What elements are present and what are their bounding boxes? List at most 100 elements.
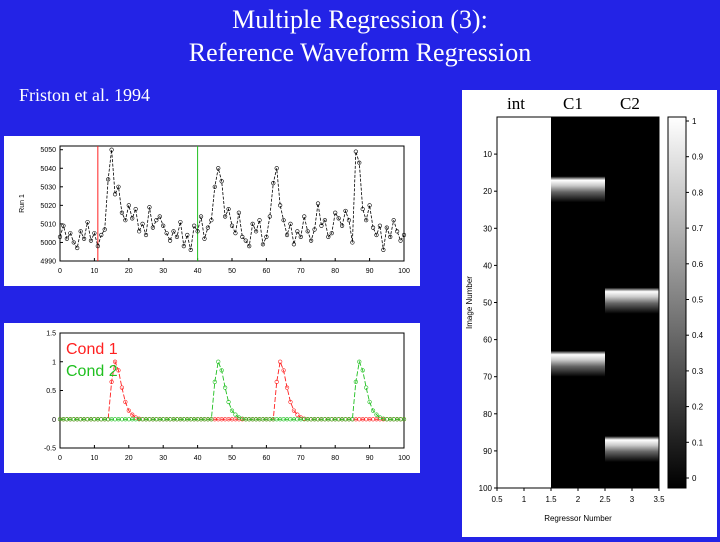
y-tick-label: -0.5	[44, 446, 56, 453]
run1-point	[377, 223, 383, 228]
regressor-point-2	[350, 417, 355, 422]
run1-point	[370, 225, 376, 230]
x-tick-label: 1.5	[545, 495, 557, 504]
run1-point	[116, 184, 121, 189]
y-tick-label: 50	[483, 299, 492, 308]
regressor-point-2	[401, 417, 407, 422]
run1-point	[161, 223, 166, 228]
run1-point	[357, 160, 362, 165]
run1-point	[154, 218, 159, 223]
run1-point	[216, 166, 221, 171]
column-int	[497, 117, 551, 488]
x-tick-label: 2	[576, 495, 581, 504]
colorbar-tick-label: 1	[692, 117, 697, 126]
regressor-point-2	[357, 359, 362, 364]
column-C2-peak	[605, 436, 659, 463]
regressor-point-2	[212, 379, 217, 384]
column-header-int: int	[507, 94, 525, 113]
run1-point	[236, 210, 241, 215]
run1-point	[174, 234, 180, 239]
run1-point	[126, 203, 131, 208]
plot-frame	[59, 145, 405, 262]
regressor-point-1	[130, 412, 135, 417]
run1-point	[401, 232, 407, 238]
run1-point	[112, 192, 118, 197]
regressor-point-2	[219, 368, 224, 373]
run1-point	[226, 206, 231, 212]
run1-point	[346, 218, 352, 223]
legend-entry-1: Cond 1	[66, 341, 118, 358]
run1-point	[202, 236, 207, 241]
run1-point	[250, 221, 255, 227]
run1-point	[109, 147, 114, 152]
run1-point	[343, 208, 348, 214]
x-tick-label: 30	[159, 268, 167, 275]
regressor-point-1	[123, 399, 128, 405]
y-tick-label: 5020	[40, 203, 56, 210]
run1-point	[57, 234, 63, 239]
x-tick-label: 50	[228, 455, 236, 462]
run1-point	[150, 225, 155, 230]
run1-point	[167, 238, 173, 243]
regressor-point-1	[291, 408, 297, 413]
run1-point	[312, 227, 317, 232]
run1-plot-panel: 0 10 20 30 40 50 60 70 80 90 100 4990 5000 5010 5020 50…	[4, 136, 420, 286]
column-C1-peak	[551, 176, 605, 203]
y-tick-label: 5000	[40, 240, 56, 247]
run1-point	[164, 231, 169, 236]
regressor-plot-panel: 0 10 20 30 40 50 60 70 80 90 100 -0.5 0 0.5 1 1.5 Cond 1…	[4, 323, 420, 473]
run1-point	[388, 234, 393, 239]
run1-point	[212, 184, 217, 189]
run1-point	[178, 219, 183, 225]
x-tick-label: 10	[91, 455, 99, 462]
regressor-point-2	[367, 399, 372, 405]
run1-point	[360, 206, 365, 212]
regressor-point-2	[223, 385, 228, 390]
regressor-point-2	[370, 408, 376, 413]
regressor-point-2	[229, 408, 235, 413]
run1-point	[295, 229, 300, 234]
x-axis-label: Regressor Number	[544, 514, 612, 523]
colorbar-tick-label: 0.7	[692, 224, 704, 233]
regressor-point-1	[288, 399, 293, 405]
run1-point	[198, 214, 204, 219]
run1-point	[181, 244, 186, 249]
run1-point	[140, 221, 145, 227]
run1-point	[106, 177, 111, 182]
y-tick-label: 10	[483, 150, 492, 159]
y-tick-label: 70	[483, 373, 492, 382]
colorbar-tick-label: 0.3	[692, 367, 704, 376]
x-tick-label: 60	[263, 268, 271, 275]
colorbar-tick-label: 0	[692, 474, 697, 483]
run1-point	[302, 214, 307, 219]
run1-point	[322, 218, 327, 223]
run1-point	[205, 225, 211, 230]
regressor-point-1	[109, 379, 114, 384]
column-header-c2: C2	[620, 94, 640, 113]
run1-point	[143, 232, 149, 238]
x-tick-label: 90	[366, 455, 374, 462]
legend-entry-2: Cond 2	[66, 363, 118, 380]
y-tick-label: 40	[483, 261, 492, 270]
regressor-point-2	[360, 368, 365, 373]
run1-point	[257, 218, 262, 223]
regressor-point-2	[216, 359, 221, 364]
colorbar-tick-label: 0.5	[692, 296, 704, 305]
regressor-point-1	[116, 368, 121, 373]
regressor-point-2	[374, 412, 379, 417]
colorbar-tick-label: 0.1	[692, 438, 704, 447]
regressor-point-2	[364, 385, 369, 390]
regressor-point-2	[209, 417, 214, 422]
regressor-point-1	[119, 385, 125, 390]
x-tick-label: 2.5	[599, 495, 611, 504]
run1-point	[253, 229, 259, 234]
run1-point	[64, 236, 69, 241]
colorbar-tick-label: 0.8	[692, 188, 704, 197]
x-tick-label: 20	[125, 268, 133, 275]
y-tick-label: 100	[479, 484, 493, 493]
regressor-point-2	[226, 399, 231, 405]
run1-point	[274, 166, 279, 171]
y-tick-label: 1	[52, 359, 56, 366]
x-tick-label: 80	[331, 455, 339, 462]
